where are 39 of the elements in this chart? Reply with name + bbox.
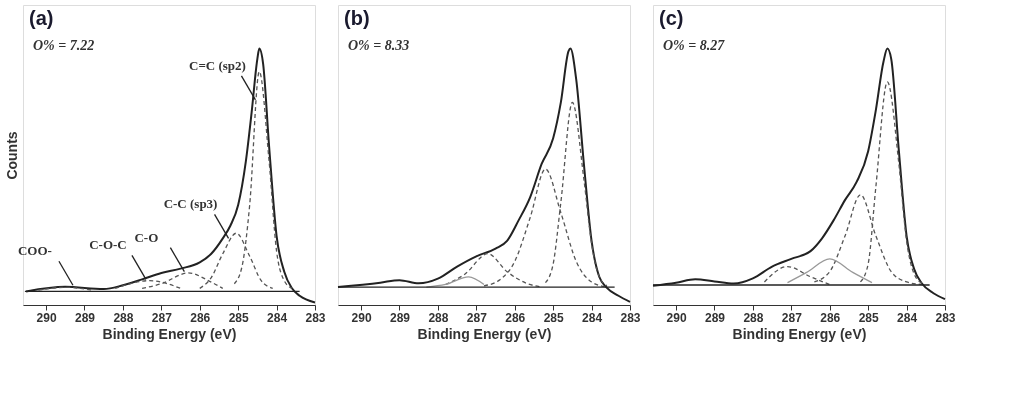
x-tick-label: 283 <box>620 310 641 325</box>
x-tick-label: 286 <box>505 310 526 325</box>
x-tick-label: 284 <box>267 310 288 325</box>
x-tick-label: 284 <box>582 310 603 325</box>
x-tick-label: 283 <box>935 310 956 325</box>
x-tick-label: 288 <box>428 310 449 325</box>
x-tick-label: 283 <box>305 310 326 325</box>
x-tick-label: 285 <box>228 310 249 325</box>
x-tick-label: 287 <box>781 310 803 325</box>
x-tick-label: 289 <box>74 310 96 325</box>
x-tick-label: 290 <box>351 310 372 325</box>
x-tick-label: 287 <box>466 310 488 325</box>
x-tick-label: 284 <box>897 310 918 325</box>
x-axis-title: Binding Energy (eV) <box>417 325 552 342</box>
x-axis-title: Binding Energy (eV) <box>102 325 237 342</box>
annotation: C=C (sp2) <box>189 57 246 73</box>
chart-title: (b) <box>344 7 370 29</box>
y-axis-title: Counts <box>3 131 20 180</box>
annotation: C-C (sp3) <box>163 196 218 212</box>
x-tick-label: 286 <box>820 310 841 325</box>
annotation: O% = 8.33 <box>348 38 410 53</box>
x-tick-label: 288 <box>743 310 764 325</box>
annotation: C-O <box>134 229 159 245</box>
x-tick-label: 286 <box>190 310 211 325</box>
annotation: C-O-C <box>89 237 127 253</box>
annotation: COO- <box>17 243 52 259</box>
annotation: O% = 7.22 <box>33 38 95 53</box>
x-tick-label: 289 <box>704 310 726 325</box>
chart-title: (a) <box>29 7 54 29</box>
x-tick-label: 290 <box>36 310 57 325</box>
x-tick-label: 285 <box>543 310 564 325</box>
chart-title: (c) <box>659 7 684 29</box>
x-tick-label: 290 <box>666 310 687 325</box>
x-axis-title: Binding Energy (eV) <box>732 325 867 342</box>
x-tick-label: 287 <box>151 310 173 325</box>
x-tick-label: 289 <box>389 310 411 325</box>
annotation: O% = 8.27 <box>663 38 726 53</box>
x-tick-label: 288 <box>113 310 134 325</box>
x-tick-label: 285 <box>858 310 879 325</box>
